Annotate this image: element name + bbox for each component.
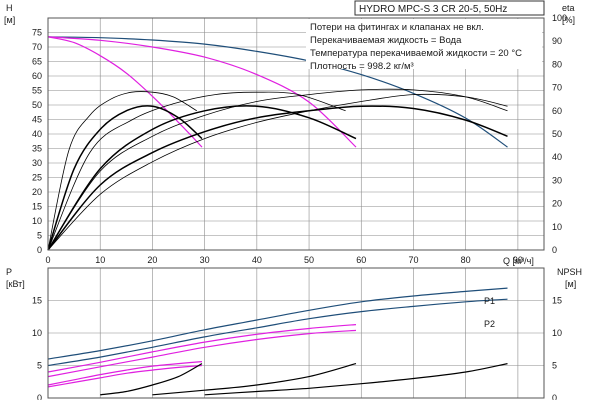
series-label-p1: P1: [484, 296, 495, 306]
power-panel-npsh-curve-6: [100, 363, 203, 396]
power-panel-power-curve-0: [47, 287, 508, 360]
x-tick-label: 30: [200, 255, 210, 265]
title-box: [354, 0, 545, 16]
power-panel-npsh-curve-7: [152, 363, 357, 396]
head-panel-efficiency-curve-5: [47, 105, 508, 251]
head-tick-label: 45: [32, 115, 42, 125]
x-tick-label: 50: [304, 255, 314, 265]
head-tick-label: 50: [32, 100, 42, 110]
head-tick-label: 75: [32, 28, 42, 38]
head-tick-label: 0: [37, 245, 42, 255]
head-panel-frame: [47, 17, 545, 251]
x-tick-label: 10: [95, 255, 105, 265]
power-panel-power-curve-1: [47, 298, 508, 367]
head-tick-label: 20: [32, 187, 42, 197]
series-label-p2: P2: [484, 319, 495, 329]
eta-tick-label: 60: [552, 106, 562, 116]
head-panel-efficiency-thin-curve-6: [47, 91, 198, 251]
head-panel-efficiency-curve-4: [47, 105, 357, 251]
head-panel-curves: [47, 36, 508, 251]
x-tick-label: 80: [461, 255, 471, 265]
eta-tick-label: 20: [552, 199, 562, 209]
power-tick-label: 0: [37, 393, 42, 400]
power-panel-curves: [47, 287, 508, 396]
head-tick-label: 70: [32, 42, 42, 52]
eta-tick-label: 70: [552, 83, 562, 93]
head-panel-head-curve-1: [47, 36, 203, 148]
npsh-tick-label: 0: [552, 393, 557, 400]
head-tick-label: 25: [32, 173, 42, 183]
power-axis-unit: [кВт]: [6, 279, 25, 289]
head-panel-head-curve-2: [47, 36, 357, 148]
head-tick-label: 35: [32, 144, 42, 154]
head-tick-label: 60: [32, 71, 42, 81]
npsh-axis-unit: [м]: [565, 279, 576, 289]
power-panel-power-curve-2: [47, 324, 357, 373]
head-tick-label: 40: [32, 129, 42, 139]
head-panel-efficiency-thin-curve-7: [47, 91, 346, 251]
head-panel-efficiency-thin-curve-9: [47, 93, 508, 251]
note-liquid: Перекачиваемая жидкость = Вода: [310, 35, 462, 46]
eta-tick-label: 100: [552, 13, 567, 23]
npsh-tick-label: 10: [552, 328, 562, 338]
power-tick-label: 10: [32, 328, 42, 338]
note-density: Плотность = 998.2 кг/м³: [310, 61, 414, 72]
head-tick-label: 5: [37, 231, 42, 241]
power-panel-power-curve-5: [47, 364, 203, 388]
x-tick-label: 40: [252, 255, 262, 265]
npsh-axis-label: NPSH: [557, 267, 582, 277]
head-tick-label: 30: [32, 158, 42, 168]
eta-tick-label: 90: [552, 36, 562, 46]
head-axis-label: H: [6, 3, 13, 13]
note-fittings: Потери на фитингах и клапанах не вкл.: [310, 22, 484, 33]
note-temperature: Температура перекачиваемой жидкости = 20…: [310, 48, 522, 59]
eta-axis-label: eta: [562, 3, 575, 13]
power-tick-label: 15: [32, 296, 42, 306]
power-panel-npsh-curve-8: [204, 363, 508, 396]
x-tick-label: 60: [356, 255, 366, 265]
npsh-tick-label: 5: [552, 361, 557, 371]
chart-title: HYDRO MPC-S 3 CR 20-5, 50Hz: [359, 4, 507, 15]
head-panel-efficiency-thin-curve-8: [47, 88, 508, 251]
notes-background: [306, 19, 542, 69]
q-axis-label: Q [м³/ч]: [503, 256, 534, 266]
x-tick-label: 90: [513, 255, 523, 265]
eta-tick-label: 80: [552, 59, 562, 69]
eta-tick-label: 30: [552, 175, 562, 185]
power-panel-power-curve-3: [47, 329, 357, 378]
power-panel-frame: [47, 267, 545, 399]
eta-tick-label: 50: [552, 129, 562, 139]
eta-tick-label: 10: [552, 222, 562, 232]
power-panel-power-curve-4: [47, 361, 203, 386]
x-tick-label: 20: [147, 255, 157, 265]
x-tick-label: 70: [408, 255, 418, 265]
head-tick-label: 15: [32, 202, 42, 212]
x-tick-label: 0: [45, 255, 50, 265]
eta-tick-label: 40: [552, 152, 562, 162]
head-axis-unit: [м]: [4, 15, 15, 25]
npsh-tick-label: 15: [552, 296, 562, 306]
head-tick-label: 55: [32, 86, 42, 96]
axis-ticks: 0 10 20 30 40 50 60 70 80 90051015202530354045505…: [32, 13, 567, 400]
head-tick-label: 65: [32, 57, 42, 67]
power-panel-grid: [47, 268, 544, 399]
eta-tick-label: 0: [552, 245, 557, 255]
eta-axis-unit: [%]: [562, 15, 575, 25]
head-panel-head-curve-0: [47, 36, 508, 148]
power-axis-label: P: [6, 267, 12, 277]
head-tick-label: 10: [32, 216, 42, 226]
power-tick-label: 5: [37, 361, 42, 371]
head-panel-efficiency-curve-3: [47, 105, 203, 251]
